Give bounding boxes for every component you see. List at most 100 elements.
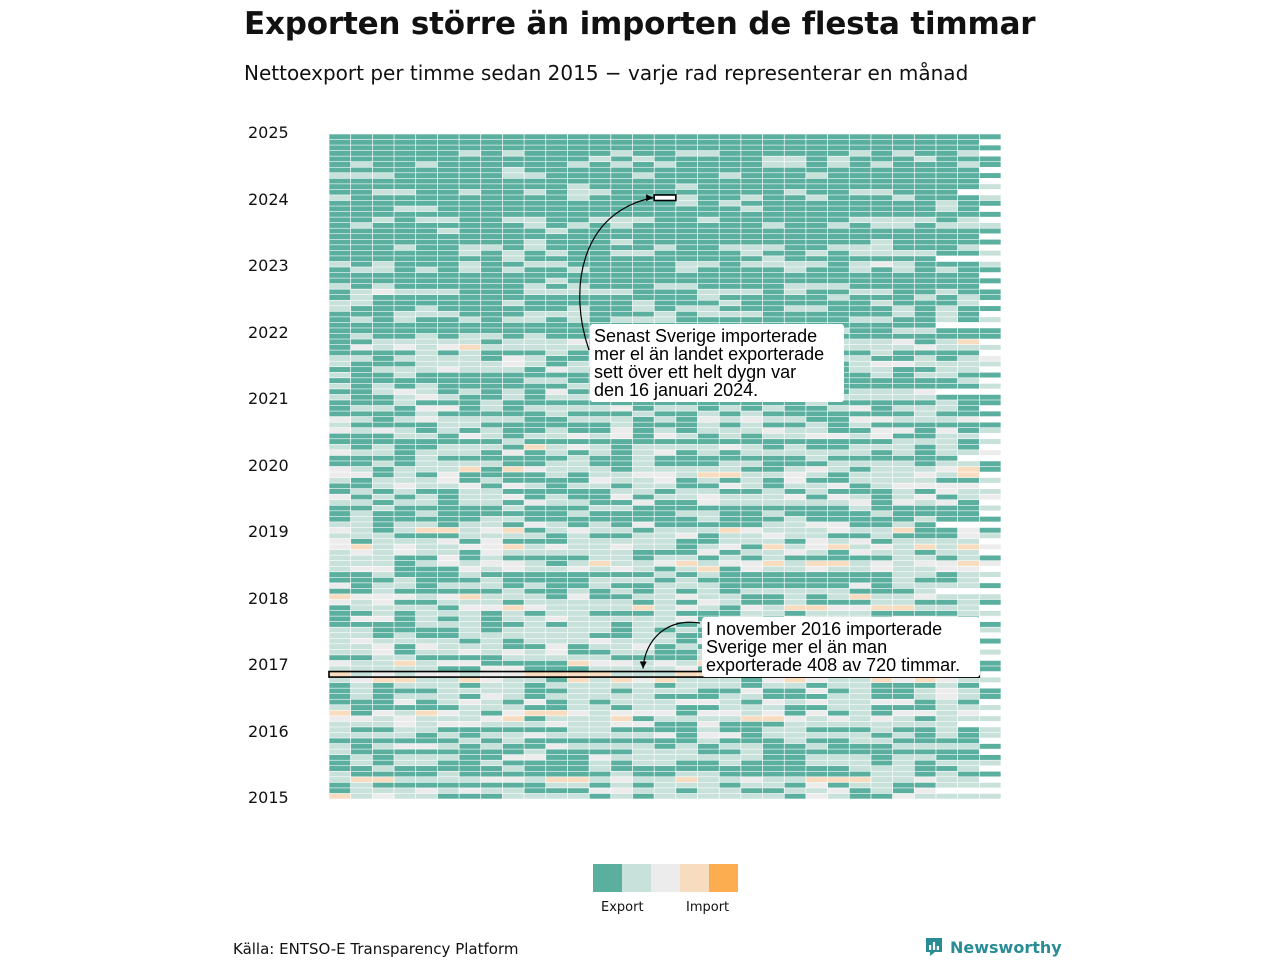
heatmap-cell	[372, 317, 394, 323]
heatmap-cell	[892, 217, 914, 223]
heatmap-cell	[329, 754, 351, 760]
heatmap-cell	[892, 732, 914, 738]
heatmap-cell	[762, 234, 784, 239]
heatmap-cell	[589, 300, 611, 306]
heatmap-cell	[719, 444, 741, 450]
heatmap-cell	[351, 527, 373, 533]
heatmap-cell	[329, 184, 351, 190]
heatmap-cell	[567, 561, 589, 566]
heatmap-cell	[611, 433, 633, 439]
heatmap-cell	[654, 261, 676, 267]
heatmap-cell	[849, 278, 871, 284]
heatmap-cell	[871, 682, 893, 688]
heatmap-cell	[524, 743, 546, 749]
heatmap-cell	[524, 566, 546, 572]
heatmap-cell	[892, 278, 914, 284]
heatmap-cell	[611, 705, 633, 711]
heatmap-cell	[502, 538, 524, 544]
heatmap-cell	[372, 267, 394, 273]
heatmap-cell	[784, 777, 806, 783]
heatmap-cell	[502, 361, 524, 367]
heatmap-cell	[524, 184, 546, 190]
source-note: Källa: ENTSO-E Transparency Platform	[233, 940, 519, 958]
heatmap-cell	[914, 583, 936, 589]
heatmap-cell	[697, 588, 719, 594]
heatmap-cell	[871, 306, 893, 312]
heatmap-cell	[351, 156, 373, 162]
heatmap-cell	[329, 549, 351, 555]
heatmap-cell	[524, 461, 546, 467]
heatmap-cell	[719, 749, 741, 755]
heatmap-cell	[892, 355, 914, 361]
heatmap-cell	[632, 749, 654, 755]
heatmap-cell	[394, 472, 416, 478]
heatmap-cell	[437, 605, 459, 611]
heatmap-cell	[936, 466, 958, 472]
heatmap-cell	[892, 694, 914, 699]
heatmap-cell	[784, 306, 806, 312]
heatmap-cell	[676, 627, 698, 633]
heatmap-cell	[372, 389, 394, 395]
heatmap-cell	[394, 766, 416, 771]
heatmap-cell	[632, 466, 654, 472]
heatmap-cell	[481, 156, 503, 162]
heatmap-cell	[719, 782, 741, 788]
heatmap-cell	[502, 444, 524, 450]
heatmap-cell	[372, 572, 394, 578]
heatmap-cell	[806, 688, 828, 694]
heatmap-cell	[958, 538, 979, 544]
heatmap-cell	[827, 522, 849, 528]
heatmap-cell	[654, 455, 676, 461]
heatmap-cell	[719, 311, 741, 317]
heatmap-cell	[611, 500, 633, 505]
heatmap-cell	[459, 743, 481, 749]
heatmap-cell	[567, 211, 589, 217]
heatmap-cell	[567, 178, 589, 184]
heatmap-cell	[762, 150, 784, 156]
heatmap-cell	[654, 688, 676, 694]
heatmap-cell	[394, 727, 416, 733]
heatmap-cell	[611, 461, 633, 467]
heatmap-cell	[437, 239, 459, 245]
heatmap-cell	[546, 555, 568, 561]
heatmap-cell	[936, 200, 958, 206]
heatmap-cell	[654, 727, 676, 733]
heatmap-cell	[524, 466, 546, 472]
heatmap-cell	[416, 699, 438, 705]
heatmap-cell	[827, 544, 849, 550]
heatmap-cell	[762, 771, 784, 777]
heatmap-cell	[741, 705, 763, 711]
heatmap-cell	[632, 461, 654, 467]
heatmap-cell	[459, 638, 481, 644]
heatmap-cell	[524, 261, 546, 267]
heatmap-cell	[416, 162, 438, 167]
heatmap-cell	[459, 594, 481, 600]
heatmap-cell	[589, 500, 611, 505]
heatmap-cell	[329, 134, 351, 140]
heatmap-cell	[936, 500, 958, 505]
heatmap-cell	[394, 416, 416, 422]
heatmap-cell	[611, 533, 633, 539]
heatmap-cell	[372, 350, 394, 356]
heatmap-cell	[632, 200, 654, 206]
heatmap-cell	[827, 295, 849, 300]
heatmap-cell	[914, 754, 936, 760]
heatmap-cell	[502, 322, 524, 328]
heatmap-cell	[567, 272, 589, 278]
heatmap-cell	[654, 289, 676, 295]
heatmap-cell	[827, 782, 849, 788]
heatmap-cell	[936, 328, 958, 334]
y-tick-label: 2020	[248, 455, 289, 475]
heatmap-cell	[849, 483, 871, 489]
heatmap-cell	[372, 355, 394, 361]
heatmap-cell	[914, 516, 936, 522]
heatmap-cell	[329, 710, 351, 716]
heatmap-cell	[654, 217, 676, 223]
heatmap-cell	[351, 405, 373, 411]
heatmap-cell	[437, 372, 459, 378]
heatmap-cell	[611, 455, 633, 461]
heatmap-cell	[676, 211, 698, 217]
heatmap-cell	[784, 295, 806, 300]
heatmap-cell	[719, 211, 741, 217]
heatmap-cell	[719, 289, 741, 295]
